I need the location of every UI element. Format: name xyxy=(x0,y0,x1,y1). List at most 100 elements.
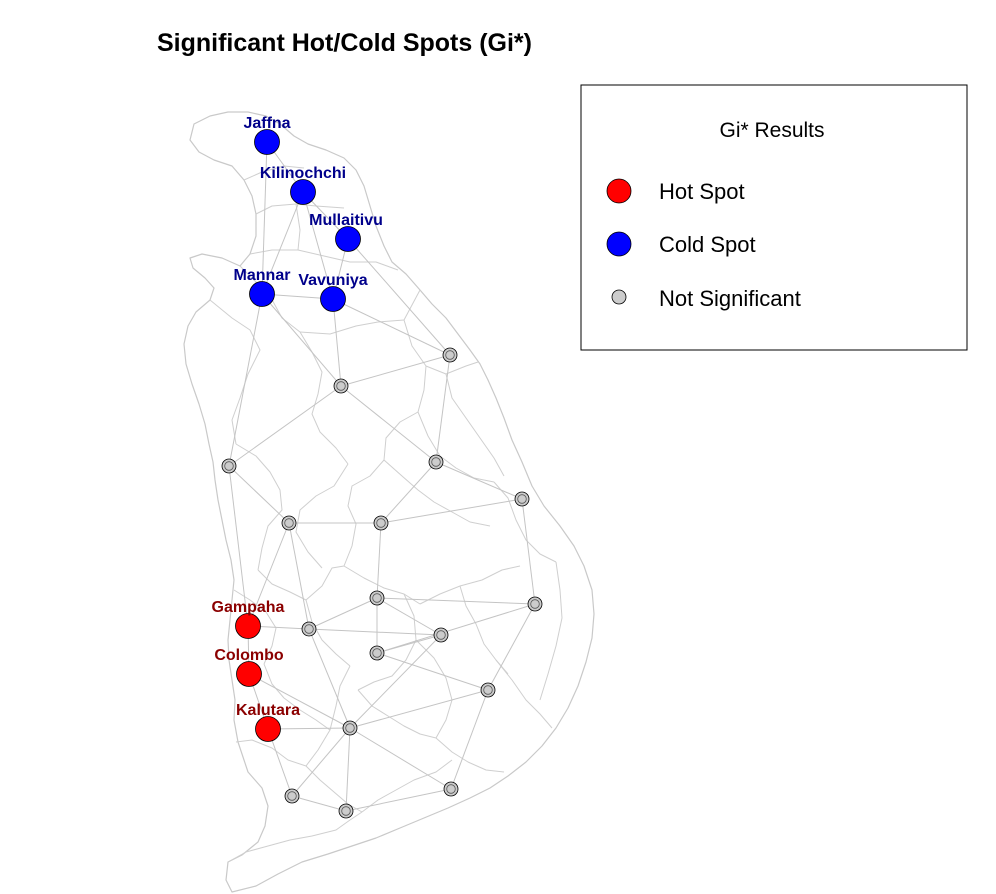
neighbor-edge-kilinochchi-mannar xyxy=(261,191,304,295)
district-node-ring-kandy xyxy=(372,593,382,603)
neighbor-edge-ampara-monaragala xyxy=(487,603,536,691)
district-node-monaragala xyxy=(480,682,496,698)
neighbor-edge-kurunegala-kegalle xyxy=(288,522,310,630)
district-node-badulla xyxy=(369,645,385,661)
district-node-matara xyxy=(338,803,354,819)
district-node-ring-monaragala xyxy=(483,685,493,695)
district-node-ring-kegalle xyxy=(304,624,314,634)
district-label-vavuniya: Vavuniya xyxy=(298,272,367,289)
district-node-kegalle xyxy=(301,621,317,637)
neighbor-edge-matara-hambantota xyxy=(345,788,452,812)
neighbor-edge-monaragala-hambantota xyxy=(450,689,489,790)
neighbor-edge-batticaloa-matale xyxy=(380,498,523,524)
district-node-mannar xyxy=(249,281,275,307)
legend-swatch-not-significant xyxy=(611,289,627,305)
neighbor-edge-trincomalee-polonnaruwa xyxy=(435,354,451,463)
neighbor-edge-puttalam-gampaha xyxy=(228,465,249,627)
district-node-hambantota xyxy=(443,781,459,797)
neighbor-edge-trincomalee-anuradhapura xyxy=(340,354,451,387)
district-node-ring-batticaloa xyxy=(517,494,527,504)
legend-swatch-hot xyxy=(606,178,632,204)
district-node-ring-galle xyxy=(287,791,297,801)
legend-label-hot: Hot Spot xyxy=(659,179,745,204)
neighbor-edge-polonnaruwa-batticaloa xyxy=(435,461,523,500)
district-node-jaffna xyxy=(254,129,280,155)
neighbor-edge-anuradhapura-puttalam xyxy=(228,385,342,467)
district-node-galle xyxy=(284,788,300,804)
neighbor-edge-kurunegala-gampaha xyxy=(247,522,290,627)
district-node-nuwara-eliya xyxy=(433,627,449,643)
neighbor-edge-ratnapura-hambantota xyxy=(349,727,452,790)
neighbor-edge-kandy-ampara xyxy=(376,597,536,605)
island-coastline xyxy=(183,111,595,893)
neighbor-edge-vavuniya-trincomalee xyxy=(332,298,451,356)
district-label-colombo: Colombo xyxy=(214,647,284,664)
district-node-kurunegala xyxy=(281,515,297,531)
neighbor-edge-badulla-monaragala xyxy=(376,652,489,691)
district-label-jaffna: Jaffna xyxy=(243,115,290,132)
legend-box xyxy=(580,84,968,351)
district-label-kilinochchi: Kilinochchi xyxy=(260,165,346,182)
neighbor-edge-colombo-ratnapura xyxy=(248,673,351,729)
legend-label-cold: Cold Spot xyxy=(659,232,756,257)
neighbor-edge-ratnapura-matara xyxy=(345,727,351,812)
neighbor-edge-mullaitivu-trincomalee xyxy=(347,238,451,356)
neighbor-edge-badulla-ampara xyxy=(376,603,536,654)
neighbor-edge-kilinochchi-vavuniya xyxy=(302,191,334,300)
district-node-mullaitivu xyxy=(335,226,361,252)
legend-swatch-cold xyxy=(606,231,632,257)
district-node-polonnaruwa xyxy=(428,454,444,470)
neighbor-edge-mannar-puttalam xyxy=(228,293,263,467)
neighbor-edge-mannar-anuradhapura xyxy=(261,293,342,387)
legend-title: Gi* Results xyxy=(719,119,824,142)
district-node-kalutara xyxy=(255,716,281,742)
neighbor-edge-ratnapura-nuwara-eliya xyxy=(349,634,442,729)
district-node-ring-trincomalee xyxy=(445,350,455,360)
district-node-matale xyxy=(373,515,389,531)
neighbor-edge-matale-kandy xyxy=(376,522,382,599)
district-node-ratnapura xyxy=(342,720,358,736)
district-node-kandy xyxy=(369,590,385,606)
district-node-gampaha xyxy=(235,613,261,639)
legend: Gi* Results Hot Spot Cold Spot Not Signi… xyxy=(580,84,968,351)
district-node-ring-hambantota xyxy=(446,784,456,794)
neighbor-edge-kandy-nuwara-eliya xyxy=(376,597,442,636)
district-node-trincomalee xyxy=(442,347,458,363)
neighbor-edge-puttalam-kurunegala xyxy=(228,465,290,524)
district-nodes xyxy=(221,129,543,819)
neighbor-edge-ratnapura-monaragala xyxy=(349,689,489,729)
district-label-mullaitivu: Mullaitivu xyxy=(309,212,383,229)
district-label-kalutara: Kalutara xyxy=(236,702,300,719)
district-node-ring-ratnapura xyxy=(345,723,355,733)
district-boundaries xyxy=(209,165,563,863)
neighbor-edge-kegalle-nuwara-eliya xyxy=(308,628,442,636)
neighbor-edge-kalutara-ratnapura xyxy=(267,727,351,730)
district-node-ring-nuwara-eliya xyxy=(436,630,446,640)
neighbor-edge-ratnapura-galle xyxy=(291,727,351,797)
district-node-anuradhapura xyxy=(333,378,349,394)
legend-label-not-significant: Not Significant xyxy=(659,286,801,311)
district-node-puttalam xyxy=(221,458,237,474)
district-node-ring-matale xyxy=(376,518,386,528)
neighbor-edge-vavuniya-anuradhapura xyxy=(332,298,342,387)
neighbor-edge-polonnaruwa-matale xyxy=(380,461,437,524)
district-node-ring-anuradhapura xyxy=(336,381,346,391)
district-labels: Jaffna Kilinochchi Mullaitivu Mannar Vavuniy… xyxy=(212,115,383,719)
district-node-ring-badulla xyxy=(372,648,382,658)
map-title: Significant Hot/Cold Spots (Gi*) xyxy=(157,29,532,57)
district-node-ring-kurunegala xyxy=(284,518,294,528)
district-node-batticaloa xyxy=(514,491,530,507)
neighbor-edge-anuradhapura-polonnaruwa xyxy=(340,385,437,463)
neighbor-edge-kandy-kegalle xyxy=(308,597,378,630)
neighbor-edge-batticaloa-ampara xyxy=(521,498,536,605)
district-label-gampaha: Gampaha xyxy=(212,599,285,616)
neighbor-edge-jaffna-mannar xyxy=(261,141,268,295)
district-node-colombo xyxy=(236,661,262,687)
neighbor-edge-kegalle-ratnapura xyxy=(308,628,351,729)
district-node-ring-puttalam xyxy=(224,461,234,471)
district-node-ring-matara xyxy=(341,806,351,816)
district-node-ring-polonnaruwa xyxy=(431,457,441,467)
district-node-ampara xyxy=(527,596,543,612)
neighbor-edge-galle-matara xyxy=(291,795,347,812)
